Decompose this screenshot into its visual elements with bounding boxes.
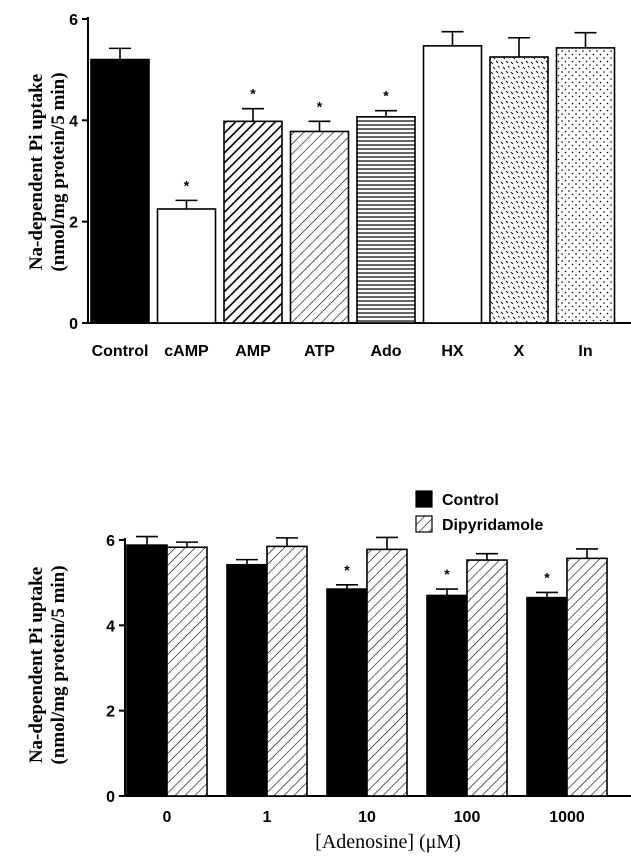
x-tick-label: AMP <box>235 343 271 360</box>
y-axis-label-line-1: Na-dependent Pi uptake <box>26 74 47 270</box>
y-tick-label: 0 <box>106 789 115 806</box>
y-tick-label: 2 <box>106 704 115 721</box>
y-tick-label: 4 <box>106 618 115 635</box>
significance-marker: * <box>250 86 256 102</box>
bar-control <box>426 594 468 797</box>
bar-dipyridamole <box>466 559 508 797</box>
legend-swatch-control <box>415 490 433 508</box>
significance-marker: * <box>344 562 350 578</box>
chart-bottom-adenosine: Na-dependent Pi uptake (nmol/mg protein/… <box>26 490 631 853</box>
bar-control <box>226 563 268 797</box>
bar <box>90 58 150 324</box>
x-tick-label: 100 <box>454 809 481 826</box>
legend-swatch-dipyridamole <box>415 515 433 533</box>
x-tick-label: Control <box>92 343 149 360</box>
bar <box>289 130 350 324</box>
bar-dipyridamole <box>566 557 608 797</box>
y-tick-label: 2 <box>69 215 78 232</box>
y-tick-label: 0 <box>69 316 78 333</box>
x-tick-label: 1000 <box>549 809 585 826</box>
y-tick-label: 6 <box>106 533 115 550</box>
x-tick-label: X <box>514 343 525 360</box>
y-axis-label-line-1: Na-dependent Pi uptake <box>26 567 47 763</box>
x-tick-label: In <box>578 343 592 360</box>
y-axis-label-line-2: (nmol/mg protein/5 min) <box>48 72 69 271</box>
bar <box>489 56 549 324</box>
bar <box>223 120 283 324</box>
x-tick-label: 10 <box>358 809 376 826</box>
bar <box>356 115 416 324</box>
bar <box>156 208 217 324</box>
x-tick-label: ATP <box>304 343 335 360</box>
significance-marker: * <box>184 177 190 193</box>
bar-control <box>526 596 568 797</box>
x-axis-label: [Adenosine] (μM) <box>315 831 461 853</box>
bar-control <box>126 544 168 797</box>
significance-marker: * <box>544 569 550 585</box>
y-axis-label-line-2: (nmol/mg protein/5 min) <box>48 565 69 764</box>
chart-top-agonists: Na-dependent Pi uptake (nmol/mg protein/… <box>26 12 631 360</box>
bar <box>422 45 483 324</box>
y-tick-label: 4 <box>69 113 78 130</box>
x-tick-label: 0 <box>163 809 172 826</box>
y-tick-label: 6 <box>69 12 78 29</box>
significance-marker: * <box>444 566 450 582</box>
x-tick-label: HX <box>441 343 464 360</box>
x-tick-label: cAMP <box>164 343 209 360</box>
bar-dipyridamole <box>366 548 408 797</box>
bar <box>555 47 616 324</box>
significance-marker: * <box>383 88 389 104</box>
legend: Control Dipyridamole <box>415 490 543 534</box>
legend-label-control: Control <box>442 492 499 509</box>
bar-dipyridamole <box>166 546 208 797</box>
significance-marker: * <box>317 98 323 114</box>
x-tick-label: 1 <box>263 809 272 826</box>
bar-control <box>326 588 368 797</box>
x-tick-label: Ado <box>370 343 401 360</box>
bar-dipyridamole <box>266 545 308 797</box>
legend-label-dipyridamole: Dipyridamole <box>442 517 543 534</box>
